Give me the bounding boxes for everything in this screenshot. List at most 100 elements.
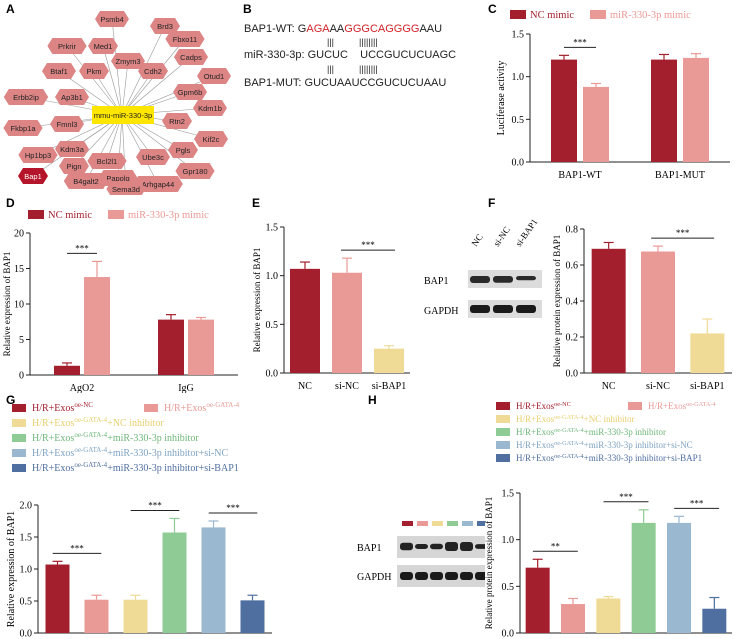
legend-label: miR-330-3p mimic <box>128 210 209 221</box>
x-tick-label: si-NC <box>646 381 670 392</box>
y-axis-label: Relative expression of BAP1 <box>6 511 17 627</box>
x-tick-label: si-BAP1 <box>372 381 406 392</box>
y-tick-label: 0.6 <box>566 261 579 272</box>
bar <box>240 600 265 633</box>
blot-row-label: BAP1 <box>424 276 448 287</box>
network-node <box>87 153 127 169</box>
western-blot-h: BAP1 GAPDH <box>357 521 485 587</box>
legend-label: NC mimic <box>530 10 574 21</box>
legend-swatch <box>12 404 26 412</box>
wt-seq-site: AGA <box>306 23 330 35</box>
network-node-label: Prkrir <box>58 42 76 51</box>
network-hub-label: mmu-miR-330-3p <box>94 111 152 120</box>
legend-swatch <box>510 10 526 19</box>
network-node <box>150 18 180 34</box>
network-node-label: Gpr180 <box>182 167 207 176</box>
network-node-label: Sema3d <box>112 185 140 194</box>
blot-band <box>475 544 485 549</box>
network-node-label: Med1 <box>94 42 113 51</box>
pairing-bars-bottom: ||| |||||||| <box>327 64 378 74</box>
legend-swatch <box>12 464 26 472</box>
network-node-label: Bcl2l1 <box>97 157 117 166</box>
blot-row-label: BAP1 <box>357 543 381 554</box>
wt-seq-part: AAU <box>419 23 443 35</box>
network-node <box>88 38 118 54</box>
network-node-label: Zmym3 <box>116 57 141 66</box>
x-tick-label: BAP1-MUT <box>655 170 705 181</box>
network-node <box>173 84 207 100</box>
network-edge <box>85 114 123 182</box>
network-node-label: Rtn2 <box>169 117 185 126</box>
bar <box>84 599 109 633</box>
legend-label: H/R+Exosoe-GATA-4+miR-330-3p inhibitor <box>516 427 666 438</box>
panel-label-c: C <box>488 2 497 16</box>
bar <box>551 59 577 162</box>
bar <box>188 319 214 375</box>
y-tick-label: 0.4 <box>566 297 579 308</box>
blot-band <box>415 543 428 550</box>
bar <box>641 251 675 373</box>
blot-row-label: GAPDH <box>357 572 391 583</box>
legend-swatch <box>12 419 26 427</box>
x-tick-label: IgG <box>178 383 194 393</box>
network-node <box>50 116 84 132</box>
blot-band <box>470 305 490 313</box>
network-edge <box>66 45 123 116</box>
y-tick-label: 1.5 <box>512 30 525 41</box>
blot-band <box>445 572 458 580</box>
network-node-label: Gpm6b <box>178 88 203 97</box>
network-node-label: Fbxo11 <box>173 35 197 44</box>
lane-color-key <box>417 521 428 526</box>
blot-band <box>430 543 443 550</box>
significance-label: *** <box>75 243 89 253</box>
network-node <box>193 100 227 116</box>
significance-label: *** <box>361 240 375 250</box>
legend-label: H/R+Exosoe-GATA-4 <box>648 401 717 412</box>
legend-swatch <box>496 428 510 436</box>
y-tick-label: 1.5 <box>20 533 33 544</box>
mut-label: BAP1-MUT: <box>244 77 302 89</box>
y-tick-label: 0.0 <box>566 369 579 380</box>
network-node-label: Cdh2 <box>144 67 162 76</box>
network-node <box>55 141 89 157</box>
legend-label: H/R+Exosoe-NC <box>32 401 93 414</box>
legend-swatch <box>144 404 158 412</box>
bar <box>631 522 656 633</box>
network-node <box>165 31 205 47</box>
network-node <box>138 63 168 79</box>
network-node-label: Btaf1 <box>50 67 68 76</box>
network-node <box>111 53 145 69</box>
network-node-label: Psmb4 <box>100 15 123 24</box>
y-tick-label: 1.0 <box>266 271 279 282</box>
blot-band <box>400 542 413 551</box>
bar <box>583 86 609 162</box>
wt-seq-part: AA <box>329 23 345 35</box>
bar <box>123 599 148 633</box>
chart-f-protein: 0.0 0.2 0.4 0.6 0.8 Relative protein expressi… <box>552 225 732 392</box>
network-node <box>175 163 215 179</box>
bar <box>54 365 80 375</box>
y-tick-label: 10 <box>14 300 24 311</box>
network-node <box>59 158 89 174</box>
legend-label: H/R+Exosoe-GATA-4+miR-330-3p inhibitor+s… <box>516 453 702 464</box>
y-tick-label: 0.5 <box>20 597 33 608</box>
network-hub <box>92 106 154 124</box>
significance-label: *** <box>690 498 704 508</box>
y-tick-label: 0.5 <box>266 320 279 331</box>
legend-swatch <box>108 210 124 219</box>
network-node-label: Kdm3a <box>60 145 85 154</box>
network-node <box>3 89 49 105</box>
network-node <box>194 131 228 147</box>
bar <box>690 333 725 373</box>
bar <box>374 348 404 373</box>
blot-band <box>415 572 428 580</box>
significance-label: *** <box>226 503 240 513</box>
bar <box>591 248 626 373</box>
legend-label: H/R+Exosoe-GATA-4+miR-330-3p inhibitor+s… <box>516 440 693 451</box>
network-node <box>197 68 231 84</box>
x-tick-label: AgO2 <box>70 383 94 393</box>
blot-band <box>445 542 458 551</box>
lane-color-key <box>402 521 413 526</box>
panel-label-b: B <box>243 2 252 16</box>
